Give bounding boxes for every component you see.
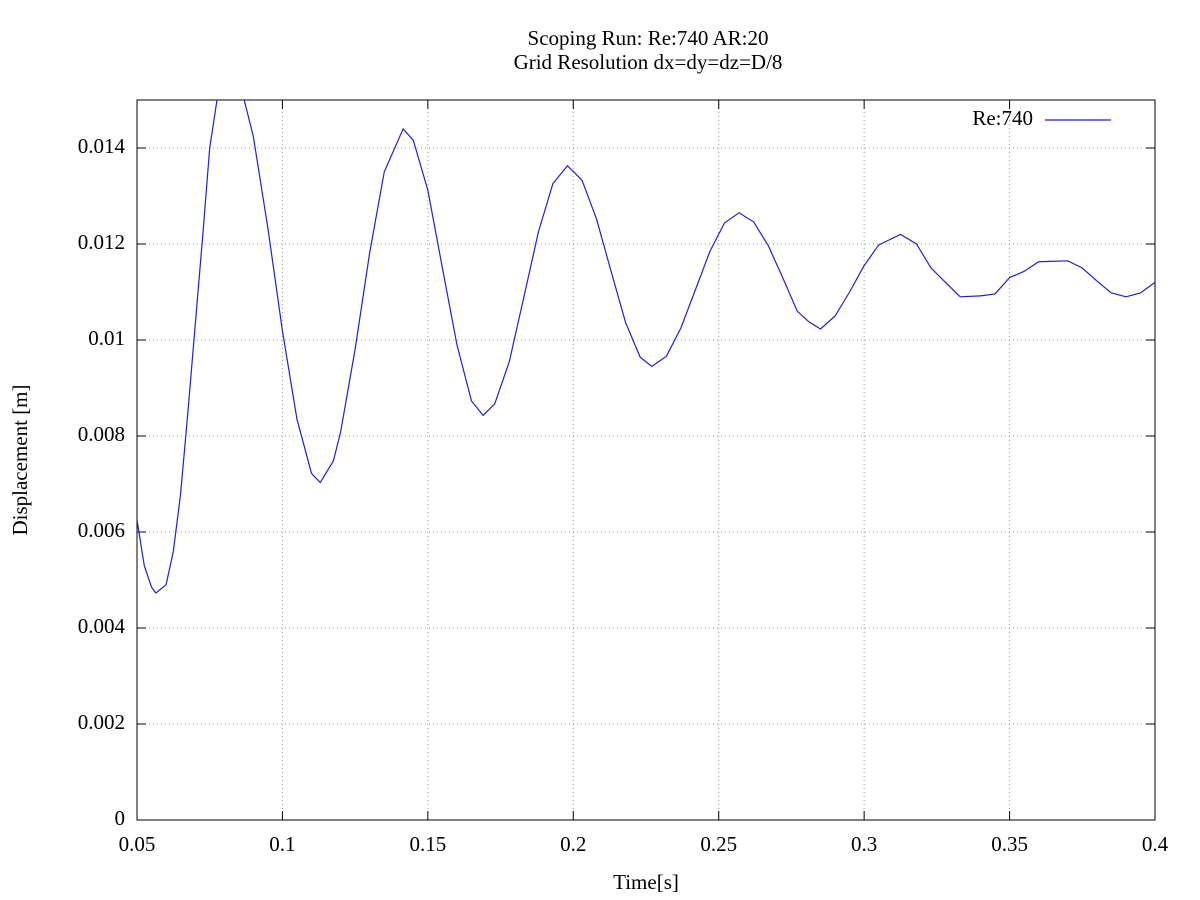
x-tick-label: 0.2 — [560, 832, 586, 856]
y-tick-label: 0 — [115, 806, 126, 830]
x-tick-label: 0.05 — [119, 832, 156, 856]
x-tick-label: 0.25 — [700, 832, 737, 856]
chart-title: Scoping Run: Re:740 AR:20 — [528, 26, 769, 50]
x-tick-label: 0.35 — [991, 832, 1028, 856]
y-tick-label: 0.012 — [78, 230, 125, 254]
data-line — [137, 100, 1155, 594]
x-tick-label: 0.15 — [409, 832, 446, 856]
x-tick-label: 0.3 — [851, 832, 877, 856]
x-axis-label: Time[s] — [613, 870, 679, 894]
y-tick-label: 0.008 — [78, 422, 125, 446]
y-axis-label: Displacement [m] — [8, 384, 32, 535]
y-tick-label: 0.002 — [78, 710, 125, 734]
legend-label: Re:740 — [972, 106, 1033, 130]
x-tick-label: 0.1 — [269, 832, 295, 856]
y-tick-label: 0.004 — [78, 614, 126, 638]
x-tick-label: 0.4 — [1142, 832, 1169, 856]
y-tick-label: 0.014 — [78, 134, 126, 158]
chart-subtitle: Grid Resolution dx=dy=dz=D/8 — [514, 50, 783, 74]
y-tick-label: 0.006 — [78, 518, 125, 542]
plot-frame — [136, 99, 1156, 821]
y-tick-label: 0.01 — [88, 326, 125, 350]
